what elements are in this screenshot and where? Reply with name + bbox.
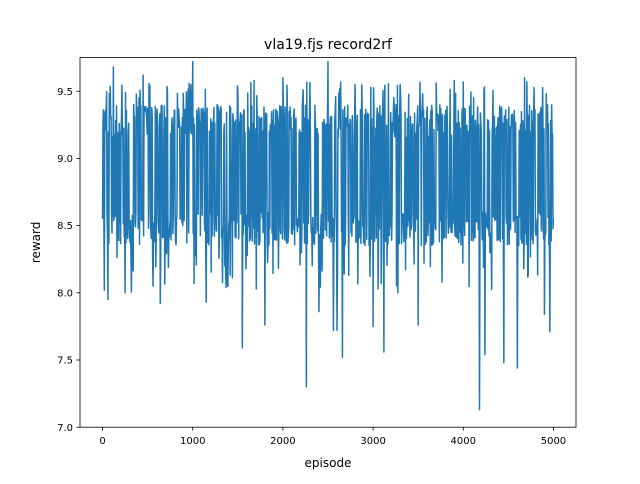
y-tick-label: 7.5: [57, 356, 73, 367]
y-tick-label: 9.5: [57, 87, 73, 98]
x-tick-label: 2000: [270, 436, 295, 447]
y-axis: 7.0 7.5 8.0 8.5 9.0 9.5: [57, 87, 80, 434]
y-tick-label: 8.5: [57, 221, 73, 232]
x-tick-label: 4000: [451, 436, 476, 447]
reward-series-line: [101, 60, 555, 411]
x-tick-label: 0: [99, 436, 105, 447]
x-axis-label: episode: [305, 456, 352, 470]
x-tick-label: 3000: [360, 436, 385, 447]
plot-series-group: [101, 60, 555, 411]
y-tick-label: 8.0: [57, 288, 73, 299]
axes-frame: [79, 57, 577, 428]
x-tick-label: 1000: [180, 436, 205, 447]
chart-title: vla19.fjs record2rf: [264, 37, 393, 53]
y-tick-label: 7.0: [57, 423, 73, 434]
x-axis: 0 1000 2000 3000 4000 5000: [99, 427, 566, 447]
y-axis-label: reward: [29, 222, 43, 264]
x-tick-label: 5000: [541, 436, 566, 447]
y-tick-label: 9.0: [57, 154, 73, 165]
